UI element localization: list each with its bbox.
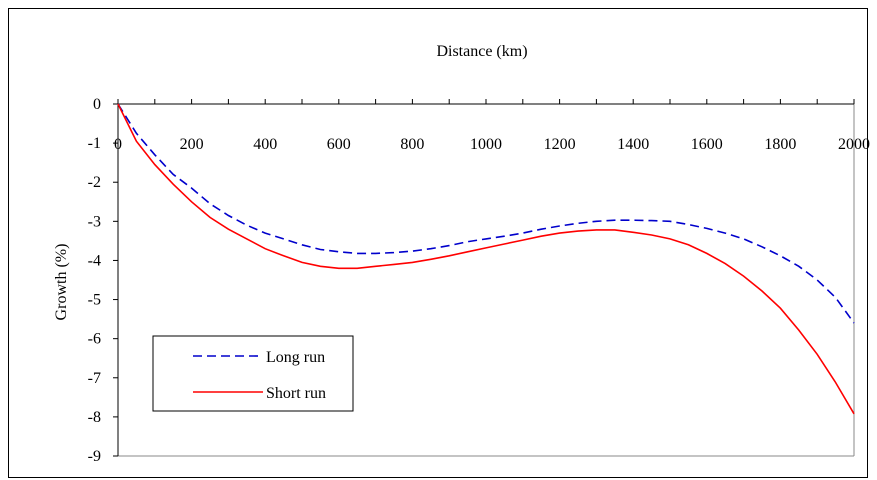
x-axis-label: Distance (km) bbox=[436, 43, 527, 60]
x-tick-label: 2000 bbox=[838, 136, 870, 153]
y-tick-label: -5 bbox=[88, 292, 101, 309]
y-tick-label: -2 bbox=[88, 174, 101, 191]
y-tick-label: -7 bbox=[88, 370, 101, 387]
legend-label-long-run: Long run bbox=[266, 349, 325, 366]
x-tick-label: 800 bbox=[400, 136, 424, 153]
y-tick-label: 0 bbox=[93, 96, 101, 113]
legend: Long run Short run bbox=[152, 335, 354, 412]
y-tick-label: -9 bbox=[88, 448, 101, 465]
x-tick-label: 1800 bbox=[764, 136, 796, 153]
chart-frame bbox=[8, 8, 868, 478]
x-tick-label: 1200 bbox=[544, 136, 576, 153]
x-tick-label: 400 bbox=[253, 136, 277, 153]
y-tick-label: -6 bbox=[88, 331, 101, 348]
y-axis-label: Growth (%) bbox=[53, 244, 70, 321]
y-tick-label: -4 bbox=[88, 252, 101, 269]
series-line-long-run bbox=[117, 103, 855, 324]
x-tick-label: 1600 bbox=[691, 136, 723, 153]
ticks-layer: 0 200 400 600 800 1000 1200 1400 1600 1800 2000 0 -1… bbox=[88, 96, 870, 465]
y-tick-label: -1 bbox=[88, 135, 101, 152]
x-tick-label: 200 bbox=[180, 136, 204, 153]
x-tick-label: 1000 bbox=[470, 136, 502, 153]
y-tick-label: -8 bbox=[88, 409, 101, 426]
x-tick-label: 0 bbox=[114, 136, 122, 153]
x-tick-label: 1400 bbox=[617, 136, 649, 153]
series-layer bbox=[117, 103, 855, 415]
legend-box bbox=[152, 335, 354, 412]
x-tick-label: 600 bbox=[327, 136, 351, 153]
y-tick-label: -3 bbox=[88, 213, 101, 230]
series-line-short-run bbox=[117, 103, 855, 415]
legend-label-short-run: Short run bbox=[266, 385, 326, 402]
